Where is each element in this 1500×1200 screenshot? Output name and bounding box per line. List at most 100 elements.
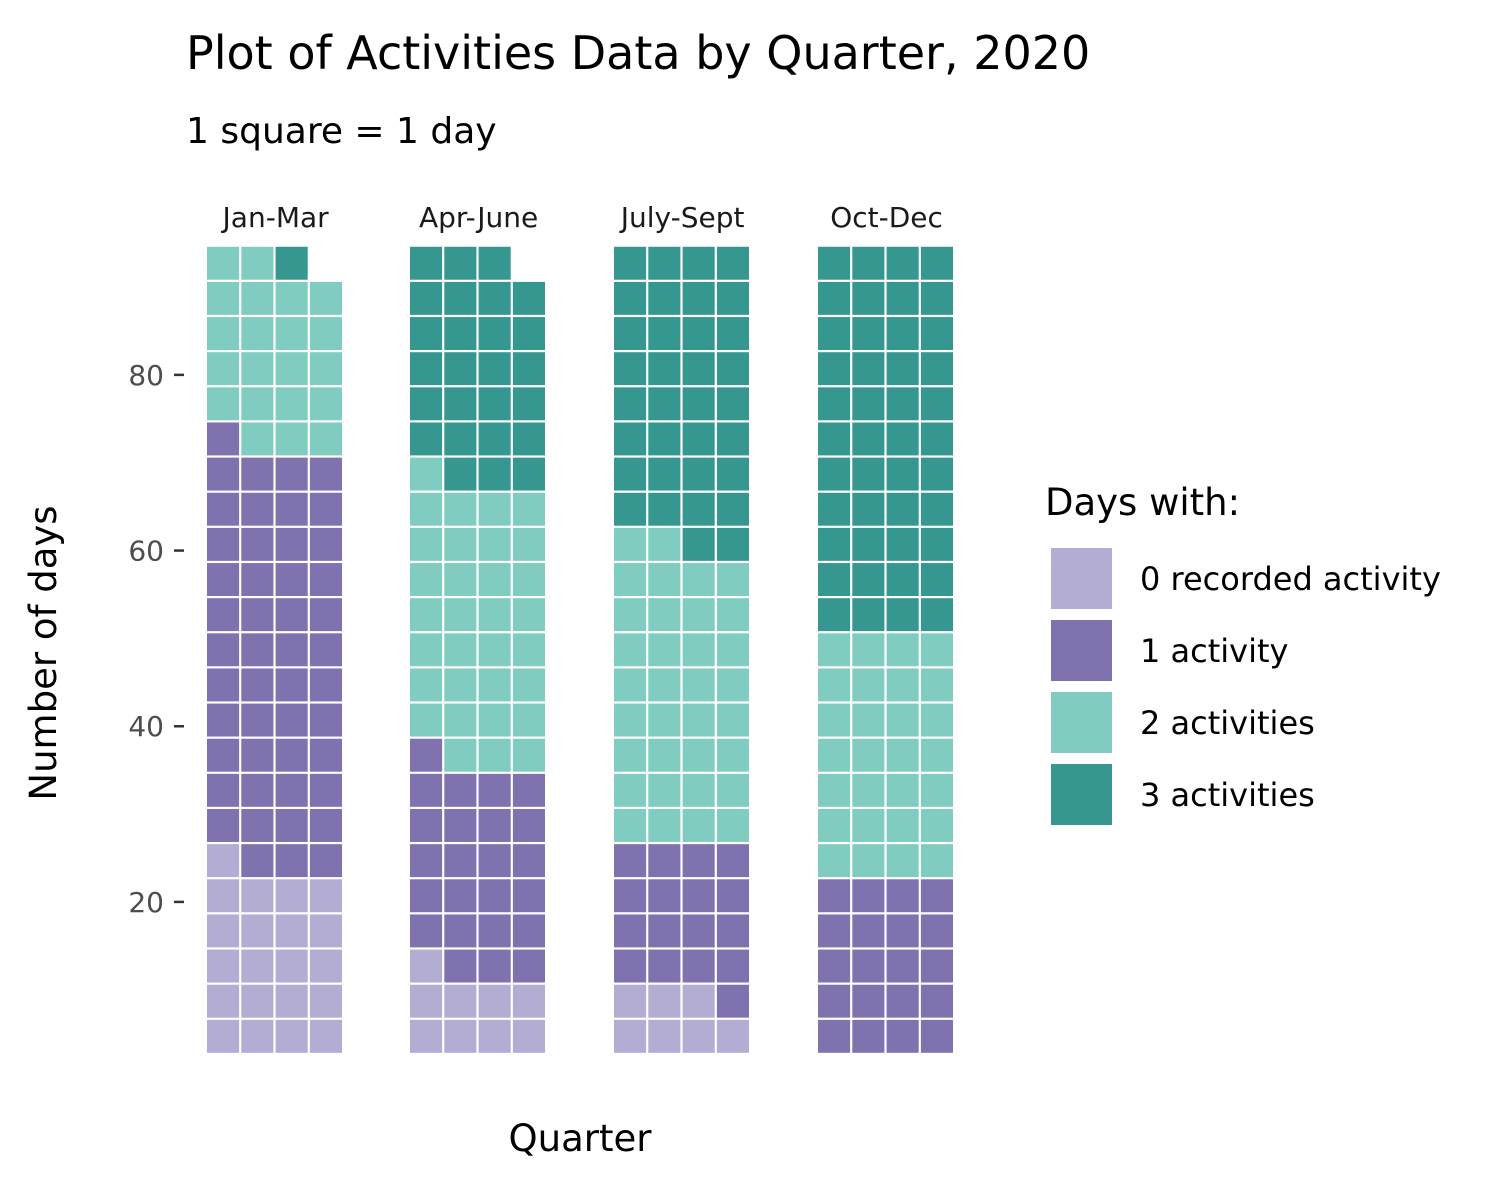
waffle-tile: [275, 246, 308, 280]
waffle-tile: [444, 703, 477, 737]
waffle-tile: [648, 563, 681, 596]
waffle-tile: [410, 352, 443, 386]
chart-subtitle: 1 square = 1 day: [186, 111, 497, 152]
waffle-tile: [207, 844, 240, 878]
waffle-tile: [410, 1019, 443, 1053]
waffle-tile: [207, 668, 240, 702]
waffle-tile: [920, 1019, 953, 1053]
waffle-tile: [275, 984, 308, 1018]
waffle-tile: [716, 527, 749, 561]
waffle-tile: [207, 598, 240, 632]
waffle-tile: [818, 844, 851, 878]
waffle-tile: [852, 984, 885, 1018]
waffle-tile: [309, 773, 342, 807]
waffle-tile: [478, 422, 511, 456]
waffle-tile: [207, 633, 240, 667]
waffle-tile: [614, 738, 647, 772]
waffle-tile: [682, 738, 715, 772]
waffle-tile: [241, 352, 274, 386]
legend-label: 3 activities: [1140, 776, 1315, 814]
legend-title: Days with:: [1045, 481, 1240, 524]
waffle-tile: [920, 387, 953, 421]
waffle-tile: [410, 773, 443, 807]
waffle-tile: [241, 879, 274, 913]
waffle-tile: [444, 246, 477, 280]
waffle-tile: [682, 598, 715, 632]
waffle-tile: [886, 738, 919, 772]
waffle-tile: [207, 984, 240, 1018]
waffle-tile: [478, 387, 511, 421]
legend-label: 0 recorded activity: [1140, 560, 1441, 598]
waffle-tile: [512, 949, 545, 983]
waffle-tile: [818, 738, 851, 772]
waffle-tile: [478, 668, 511, 702]
waffle-tile: [886, 422, 919, 456]
waffle-tile: [241, 844, 274, 878]
waffle-tile: [920, 879, 953, 913]
waffle-tile: [920, 773, 953, 807]
waffle-tile: [682, 773, 715, 807]
waffle-tile: [852, 352, 885, 386]
waffle-tile: [648, 598, 681, 632]
waffle-tile: [648, 387, 681, 421]
waffle-tile: [886, 563, 919, 596]
waffle-tile: [682, 281, 715, 315]
waffle-tile: [410, 809, 443, 842]
waffle-tile: [682, 703, 715, 737]
waffle-tile: [716, 563, 749, 596]
waffle-tile: [207, 949, 240, 983]
waffle-tile: [444, 844, 477, 878]
waffle-tile: [648, 914, 681, 948]
waffle-tile: [444, 984, 477, 1018]
waffle-tile: [920, 633, 953, 667]
waffle-tile: [444, 773, 477, 807]
waffle-tile: [614, 492, 647, 526]
facet-label: July-Sept: [619, 201, 745, 234]
waffle-tile: [614, 914, 647, 948]
chart-title: Plot of Activities Data by Quarter, 2020: [186, 26, 1091, 80]
waffle-tile: [410, 703, 443, 737]
waffle-tile: [410, 633, 443, 667]
waffle-tile: [818, 633, 851, 667]
legend-label: 1 activity: [1140, 632, 1288, 670]
waffle-tile: [309, 527, 342, 561]
waffle-tile: [410, 598, 443, 632]
waffle-tile: [444, 387, 477, 421]
waffle-tile: [716, 844, 749, 878]
waffle-tile: [309, 422, 342, 456]
waffle-tile: [852, 703, 885, 737]
waffle-tile: [410, 879, 443, 913]
waffle-tile: [818, 281, 851, 315]
legend: Days with: 0 recorded activity 1 activity…: [1045, 481, 1441, 825]
waffle-tile: [207, 317, 240, 350]
waffle-tile: [478, 1019, 511, 1053]
waffle-tile: [614, 352, 647, 386]
waffle-tile: [852, 457, 885, 491]
waffle-tile: [682, 422, 715, 456]
waffle-tile: [716, 598, 749, 632]
waffle-tile: [648, 246, 681, 280]
waffle-tile: [614, 387, 647, 421]
waffle-tile: [852, 246, 885, 280]
waffle-tile: [614, 246, 647, 280]
waffle-tile: [275, 1019, 308, 1053]
waffle-tile: [241, 246, 274, 280]
waffle-tile: [309, 492, 342, 526]
y-tick-label: 40: [128, 710, 164, 743]
waffle-tile: [444, 598, 477, 632]
waffle-tile: [716, 246, 749, 280]
waffle-tile: [478, 949, 511, 983]
waffle-tile: [886, 1019, 919, 1053]
waffle-tile: [512, 914, 545, 948]
waffle-tile: [275, 914, 308, 948]
waffle-tile: [444, 527, 477, 561]
waffle-tile: [920, 317, 953, 350]
waffle-tile: [241, 949, 274, 983]
waffle-tile: [648, 984, 681, 1018]
waffle-tile: [275, 844, 308, 878]
waffle-tile: [410, 246, 443, 280]
waffle-tile: [309, 668, 342, 702]
waffle-tile: [275, 598, 308, 632]
waffle-tile: [852, 914, 885, 948]
waffle-tile: [478, 984, 511, 1018]
